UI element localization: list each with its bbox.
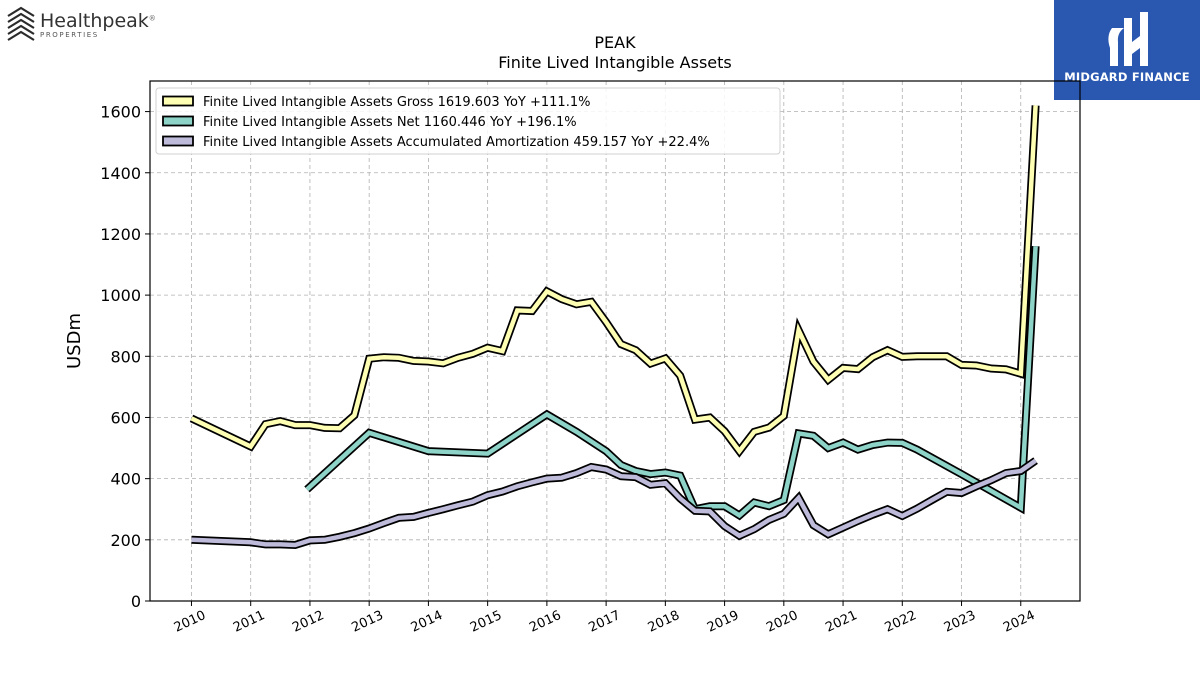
midgard-logo-icon xyxy=(1108,12,1148,66)
x-tick-label: 2012 xyxy=(290,608,326,636)
y-tick-label: 600 xyxy=(110,408,141,427)
midgard-finance-label: MIDGARD FINANCE xyxy=(1064,70,1190,84)
x-tick-label: 2024 xyxy=(1001,608,1037,636)
x-tick-label: 2023 xyxy=(942,608,978,636)
legend-swatch xyxy=(162,135,194,147)
company-logo-sub: PROPERTIES xyxy=(40,31,99,39)
plot-frame xyxy=(149,80,1081,602)
chart-title: PEAK xyxy=(594,33,636,52)
y-tick-label: 1000 xyxy=(100,286,141,305)
y-axis: 0 200 400 600 800 1000 1200 1400 1600 xyxy=(100,103,150,611)
y-tick-label: 1600 xyxy=(100,103,141,122)
y-tick-label: 1200 xyxy=(100,225,141,244)
midgard-finance-badge: MIDGARD FINANCE xyxy=(1054,0,1200,100)
y-tick-label: 400 xyxy=(110,470,141,489)
x-axis: 2010 2011 2012 2013 2014 2015 2016 2017 2018 2019… xyxy=(172,601,1037,636)
y-tick-label: 200 xyxy=(110,531,141,550)
x-tick-label: 2014 xyxy=(409,608,445,636)
legend-swatch xyxy=(162,115,194,127)
company-logo: Healthpeak® PROPERTIES xyxy=(6,6,156,44)
y-tick-label: 1400 xyxy=(100,164,141,183)
y-axis-label: USDm xyxy=(64,313,85,369)
legend-box xyxy=(155,87,781,155)
company-logo-mark xyxy=(7,6,35,41)
series-outline-1 xyxy=(189,105,1040,458)
x-tick-label: 2022 xyxy=(883,608,919,636)
company-logo-name: Healthpeak xyxy=(40,10,149,32)
legend-label: Finite Lived Intangible Assets Accumulat… xyxy=(203,135,710,150)
x-tick-label: 2011 xyxy=(231,608,267,636)
legend-label: Finite Lived Intangible Assets Gross 161… xyxy=(203,95,590,110)
x-tick-label: 2013 xyxy=(350,608,386,636)
legend-swatch xyxy=(162,95,194,107)
company-logo-registered: ® xyxy=(148,14,156,23)
chart-subtitle: Finite Lived Intangible Assets xyxy=(498,53,731,72)
x-tick-label: 2019 xyxy=(705,608,741,636)
x-tick-label: 2010 xyxy=(172,608,208,636)
legend-label: Finite Lived Intangible Assets Net 1160.… xyxy=(203,115,577,130)
x-tick-label: 2020 xyxy=(764,608,800,636)
series-line-2 xyxy=(305,246,1038,519)
legend: Finite Lived Intangible Assets Gross 161… xyxy=(155,87,781,155)
x-tick-label: 2015 xyxy=(468,608,504,636)
x-tick-label: 2021 xyxy=(823,608,859,636)
series-line-3 xyxy=(191,458,1037,548)
series-line-1 xyxy=(190,105,1038,455)
y-tick-label: 0 xyxy=(131,592,141,611)
x-tick-label: 2016 xyxy=(527,608,563,636)
series-layer xyxy=(189,105,1040,550)
y-tick-label: 800 xyxy=(110,347,141,366)
x-tick-label: 2017 xyxy=(586,608,622,636)
x-tick-label: 2018 xyxy=(646,608,682,636)
